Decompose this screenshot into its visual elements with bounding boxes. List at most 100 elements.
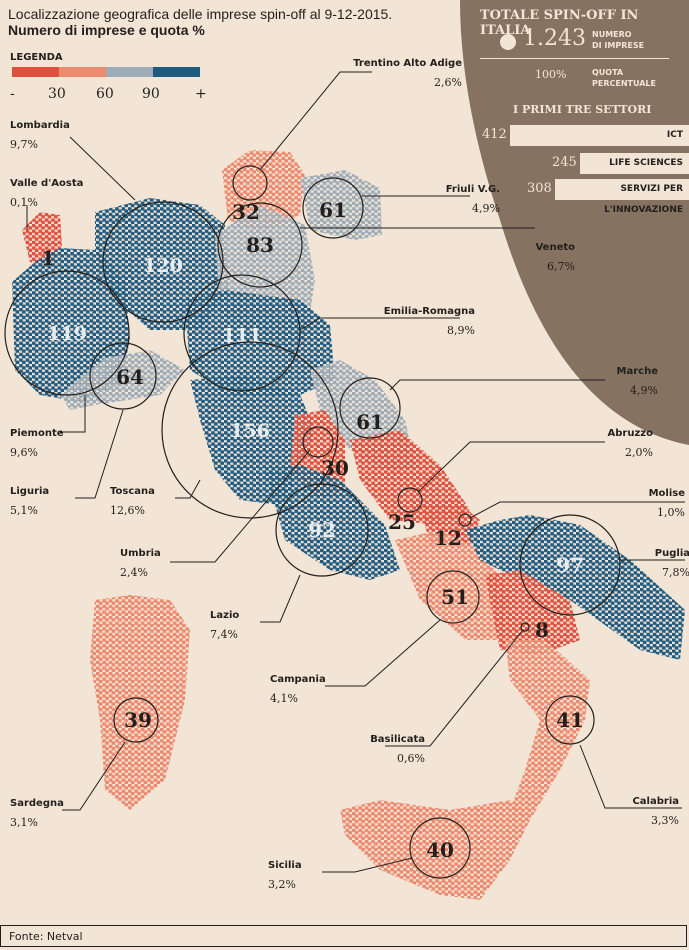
leader-line (60, 395, 86, 433)
leader-line (322, 857, 413, 873)
count-calabria: 41 (556, 708, 584, 732)
sector-bar: LIFE SCIENCES (580, 153, 689, 174)
share-label2: PERCENTUALE (592, 79, 656, 88)
divider (480, 58, 669, 59)
count-lombardia: 120 (143, 255, 183, 277)
label-emilia-romagna: Emilia-Romagna (383, 306, 475, 317)
count-puglia: 97 (556, 553, 584, 577)
share-trentino-alto-adige: 2,6% (434, 76, 462, 89)
region-abruzzo (350, 430, 470, 525)
region-sardegna (90, 595, 190, 810)
chart-title: Localizzazione geografica delle imprese … (8, 6, 392, 38)
share-liguria: 5,1% (10, 504, 38, 517)
count-friuli-v-g-: 61 (319, 198, 347, 222)
bubble-emilia-romagna (183, 274, 301, 392)
bubble-basilicata (520, 622, 530, 632)
legend-swatch (12, 67, 59, 77)
leader-line (417, 441, 605, 493)
leader-line (325, 619, 441, 687)
region-basilicata (485, 570, 580, 655)
count-sicilia: 40 (426, 838, 454, 862)
share-veneto: 6,7% (547, 260, 575, 273)
number-label: NUMERO (592, 30, 632, 39)
share-piemonte: 9,6% (10, 446, 38, 459)
bubble-lombardia (102, 201, 224, 323)
circle-icon (500, 34, 516, 50)
legend-label: - (10, 86, 15, 102)
sector-value: 308 (527, 181, 552, 196)
bubble-friuli-v-g- (302, 177, 364, 239)
label-molise: Molise (648, 488, 685, 499)
legend-label: 30 (48, 86, 66, 102)
share-umbria: 2,4% (120, 566, 148, 579)
totals-title: TOTALE SPIN-OFF IN ITALIA (480, 8, 639, 38)
label-marche: Marche (616, 366, 658, 377)
bubble-sicilia (409, 817, 471, 879)
total-number: 1.243 (523, 26, 586, 51)
count-valle-d-aosta: 1 (41, 246, 55, 270)
legend-title: LEGENDA (10, 52, 63, 63)
leader-line (385, 629, 524, 747)
label-campania: Campania (270, 674, 326, 685)
share-valle-d-aosta: 0,1% (10, 196, 38, 209)
region-lazio (265, 465, 400, 580)
leader-line (469, 501, 685, 519)
share-label: QUOTA (592, 68, 624, 77)
share-abruzzo: 2,0% (625, 446, 653, 459)
count-lazio: 92 (308, 518, 336, 542)
bubble-veneto (217, 202, 303, 288)
label-abruzzo: Abruzzo (607, 428, 653, 439)
region-calabria (505, 640, 590, 820)
totals-panel: TOTALE SPIN-OFF IN ITALIA 1.243 NUMERO D… (455, 0, 689, 445)
bubble-campania (426, 570, 480, 624)
legend-label: 60 (96, 86, 114, 102)
totals-panel-bg (420, 0, 689, 445)
share-friuli-v-g-: 4,9% (472, 202, 500, 215)
region-friuli-v-g- (300, 170, 382, 240)
share-sicilia: 3,2% (268, 878, 296, 891)
bubble-liguria (89, 342, 157, 410)
leader-line (299, 317, 460, 331)
label-valle-d-aosta: Valle d'Aosta (10, 178, 84, 189)
legend-swatch (59, 67, 106, 77)
sector-bar: ICT (510, 125, 689, 146)
leader-line (579, 744, 682, 809)
bubble-molise (458, 513, 472, 527)
leader-line (389, 379, 605, 391)
share-sardegna: 3,1% (10, 816, 38, 829)
bubble-piemonte (4, 270, 130, 396)
region-lombardia (95, 198, 228, 330)
label-toscana: Toscana (110, 486, 155, 497)
region-trentino-alto-adige (222, 150, 305, 232)
share-calabria: 3,3% (651, 814, 679, 827)
bubble-umbria (302, 426, 334, 458)
title-line1: Localizzazione geografica delle imprese … (8, 6, 393, 22)
label-trentino-alto-adige: Trentino Alto Adige (353, 58, 462, 69)
leader-line (259, 71, 372, 171)
legend-label: + (195, 86, 207, 102)
sector-bar: SERVIZI PER L'INNOVAZIONE (555, 179, 689, 215)
label-puglia: Puglia (654, 548, 689, 559)
count-piemonte: 119 (47, 323, 87, 345)
leader-line (62, 741, 126, 811)
count-umbria: 30 (321, 456, 349, 480)
bubble-toscana (161, 341, 339, 519)
label-friuli-v-g-: Friuli V.G. (445, 184, 500, 195)
share-molise: 1,0% (657, 506, 685, 519)
bubble-puglia (519, 514, 621, 616)
count-basilicata: 8 (535, 618, 549, 642)
share-puglia: 7,8% (662, 566, 689, 579)
leader-line (175, 479, 201, 499)
label-lazio: Lazio (210, 610, 240, 621)
count-molise: 12 (434, 526, 462, 550)
legend-swatch (153, 67, 200, 77)
share-lombardia: 9,7% (10, 138, 38, 151)
label-lombardia: Lombardia (10, 120, 70, 131)
share-toscana: 12,6% (110, 504, 145, 517)
label-calabria: Calabria (632, 796, 679, 807)
count-toscana: 156 (230, 420, 270, 442)
sector-value: 245 (552, 155, 577, 170)
bubble-trentino-alto-adige (232, 165, 268, 201)
